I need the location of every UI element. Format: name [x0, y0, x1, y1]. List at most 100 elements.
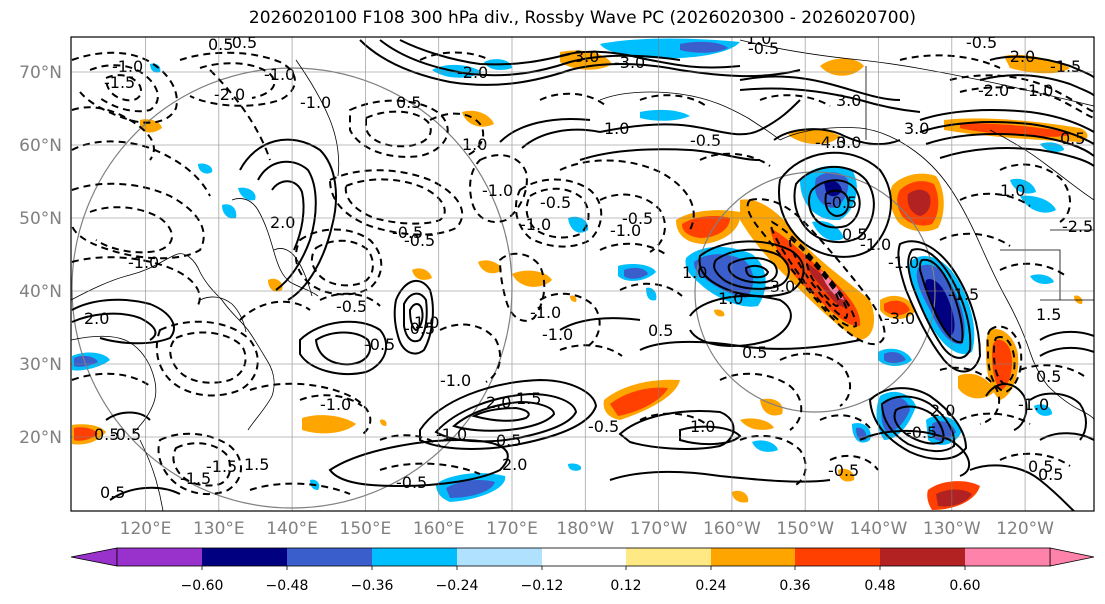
- contour-label: -0.5: [396, 473, 427, 492]
- colorbar-tick-label: −0.24: [436, 578, 479, 594]
- contour-label: 1.0: [746, 29, 771, 48]
- contour-label: 1.0: [604, 119, 629, 138]
- contour-label: -0.5: [906, 423, 937, 442]
- contour-label: -2.5: [1062, 217, 1093, 236]
- contour-label: -1.5: [104, 73, 135, 92]
- contour-label: 2.0: [930, 401, 955, 420]
- colorbar-tick-label: 0.24: [695, 578, 726, 594]
- lon-label: 170°E: [486, 519, 538, 539]
- contour-label: -0.5: [828, 461, 859, 480]
- lat-label: 40°N: [19, 282, 62, 302]
- longitude-labels: 120°E 130°E 140°E 150°E 160°E 170°E 180°W 170°W…: [120, 519, 1055, 539]
- contour-label: -0.5: [622, 209, 653, 228]
- contour-label: 0.5: [1036, 367, 1061, 386]
- contour-label: -0.5: [690, 131, 721, 150]
- contour-label: -0.5: [540, 193, 571, 212]
- contour-label: -1.0: [610, 221, 641, 240]
- contour-label: -4.0: [815, 133, 846, 152]
- chart-title: 2026020100 F108 300 hPa div., Rossby Wav…: [248, 8, 917, 28]
- colorbar-tick-label: −0.48: [266, 578, 309, 594]
- colorbar-tick-label: −0.36: [351, 578, 394, 594]
- colorbar: −0.60 −0.48 −0.36 −0.24 −0.12 0.12 0.24 0.36 0.4…: [70, 547, 1095, 594]
- lon-label: 160°W: [703, 519, 761, 539]
- map-frame: [70, 36, 1095, 512]
- contour-label: 0.5: [208, 35, 233, 54]
- contour-label: 0.5: [1038, 465, 1063, 484]
- contour-label: 3.0: [574, 47, 599, 66]
- contour-label: -0.5: [336, 297, 367, 316]
- contour-label: 0.5: [94, 425, 119, 444]
- lat-label: 50°N: [19, 209, 62, 229]
- contour-label: 2.0: [486, 393, 511, 412]
- colorbar-tick-label: 0.48: [864, 578, 895, 594]
- region-circle-east: [694, 171, 936, 413]
- contour-label: -2.0: [1004, 47, 1035, 66]
- contour-label: 3.0: [904, 119, 929, 138]
- colorbar-segment: [626, 548, 711, 566]
- contour-label: -1.0: [112, 57, 143, 76]
- lat-label: 20°N: [19, 428, 62, 448]
- lat-label: 70°N: [19, 63, 62, 83]
- contour-label: -1.5: [948, 285, 979, 304]
- colorbar-tick-label: −0.12: [521, 578, 564, 594]
- contour-label: 0.5: [742, 343, 767, 362]
- contour-label: 1.0: [414, 313, 439, 332]
- contour-label: -3.0: [764, 277, 795, 296]
- contour-label: -1.0: [128, 253, 159, 272]
- lon-label: 180°W: [556, 519, 614, 539]
- contour-label: 1.0: [682, 263, 707, 282]
- contour-labels: 3.0 -2.0 -0.5 -3.0 -1.0 0.5 -4.0 1.0 -0.…: [84, 29, 1093, 502]
- contour-label: -1.0: [300, 93, 331, 112]
- contour-label: 3.0: [836, 91, 861, 110]
- contour-label: -1.5: [206, 457, 237, 476]
- contour-label: -1.0: [1018, 395, 1049, 414]
- contour-label: 3.0: [836, 133, 861, 152]
- lon-label: 150°W: [776, 519, 834, 539]
- contour-label: 1.0: [1028, 81, 1053, 100]
- contour-label: 1.0: [690, 417, 715, 436]
- contour-label: 1.5: [1036, 305, 1061, 324]
- contour-label: -2.0: [457, 63, 488, 82]
- lon-label: 140°W: [850, 519, 908, 539]
- lat-label: 60°N: [19, 136, 62, 156]
- contour-label: -1.0: [440, 371, 471, 390]
- lon-label: 160°E: [413, 519, 465, 539]
- contour-label: -0.5: [966, 33, 997, 52]
- contour-label: -0.5: [226, 33, 257, 52]
- contour-label: -3.0: [884, 309, 915, 328]
- contour-label: -2.0: [214, 85, 245, 104]
- contour-label: 1.0: [462, 135, 487, 154]
- lon-label: 170°W: [630, 519, 688, 539]
- lon-label: 120°W: [996, 519, 1054, 539]
- contour-label: 1.0: [1000, 181, 1025, 200]
- colorbar-segment: [287, 548, 372, 566]
- contour-label: -0.5: [392, 223, 423, 242]
- contour-label: 0.5: [1060, 129, 1085, 148]
- contour-label: -0.5: [826, 193, 857, 212]
- colorbar-tick-label: 0.36: [779, 578, 810, 594]
- lat-label: 30°N: [19, 355, 62, 375]
- colorbar-segment: [457, 548, 542, 566]
- contour-label: -2.0: [978, 81, 1009, 100]
- contour-label: -0.5: [364, 335, 395, 354]
- contour-label: 2.0: [270, 213, 295, 232]
- colorbar-segment: [965, 548, 1050, 566]
- colorbar-segment: [542, 548, 626, 566]
- colorbar-tick-label: 0.60: [949, 578, 980, 594]
- contour-label: 0.5: [842, 225, 867, 244]
- map-gridlines: [71, 37, 1094, 511]
- contour-label: -1.5: [1050, 57, 1081, 76]
- latitude-labels: 70°N 60°N 50°N 40°N 30°N 20°N: [19, 63, 62, 448]
- contour-label: 0.5: [396, 93, 421, 112]
- colorbar-outline: [116, 547, 1051, 567]
- contour-label: -0.5: [110, 425, 141, 444]
- contour-label: -1.0: [520, 215, 551, 234]
- contour-label: 0.5: [648, 321, 673, 340]
- colorbar-segment: [117, 548, 202, 566]
- lon-label: 140°E: [266, 519, 318, 539]
- colorbar-extend-min: [70, 547, 118, 567]
- contour-label: -1.0: [482, 181, 513, 200]
- lon-label: 130°E: [193, 519, 245, 539]
- contour-label: 2.0: [502, 455, 527, 474]
